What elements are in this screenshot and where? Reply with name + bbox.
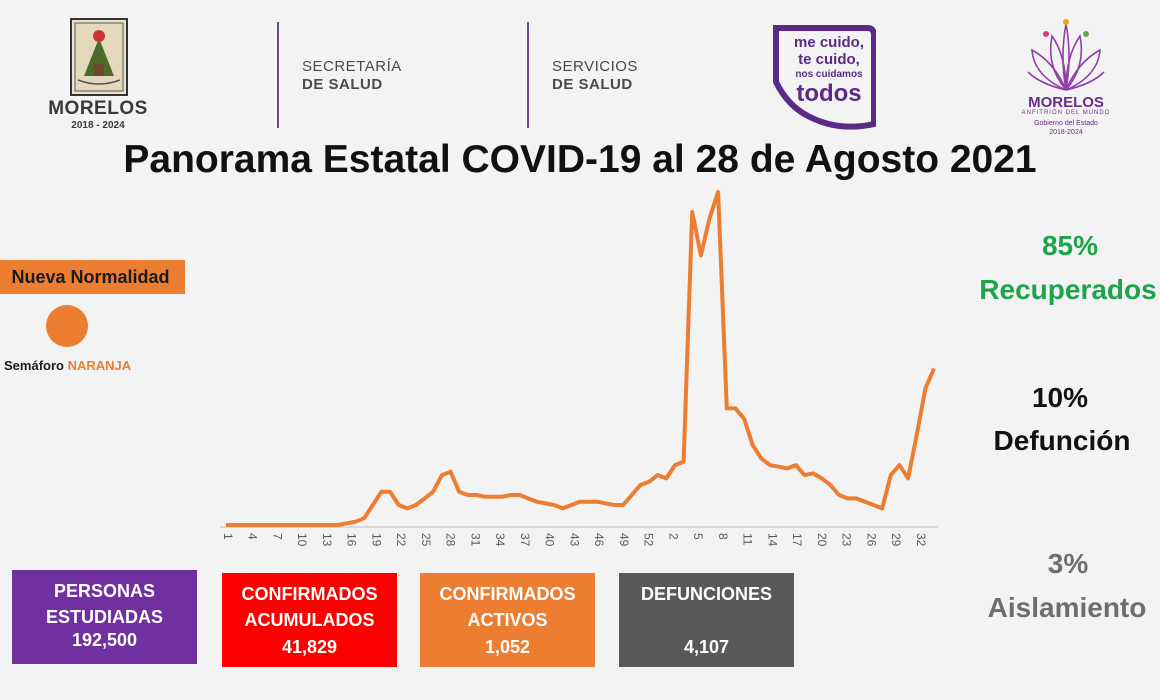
personas-value: 192,500	[71, 630, 138, 650]
x-tick-label: 11	[741, 533, 755, 546]
x-tick-label: 23	[840, 533, 854, 547]
defunciones-card: DEFUNCIONES 4,107	[619, 573, 794, 667]
personas-label2: ESTUDIADAS	[45, 607, 163, 627]
defunciones-value: 4,107	[683, 637, 730, 657]
servicios-salud-logo: SERVICIOS DE SALUD	[552, 58, 638, 94]
lotus-flower-icon	[1027, 19, 1105, 91]
recuperados-label: Recuperados	[979, 274, 1157, 305]
x-tick-label: 1	[221, 533, 235, 540]
x-tick-label: 40	[543, 533, 557, 547]
x-tick-label: 19	[369, 533, 383, 547]
recuperados-pct: 85%	[1041, 230, 1099, 261]
defunciones-label2	[619, 607, 794, 633]
x-tick-label: 2	[666, 533, 680, 540]
x-tick-label: 20	[815, 533, 829, 547]
x-tick-label: 5	[691, 533, 705, 540]
semaforo-text: Semáforo	[4, 358, 64, 373]
government-logo: MORELOS ANFITRIÓN DEL MUNDO Gobierno del…	[1010, 16, 1122, 140]
x-tick-label: 46	[592, 533, 606, 547]
personas-label1: PERSONAS	[53, 581, 156, 601]
servicios-line1: SERVICIOS	[552, 58, 638, 75]
gov-logo-tagline: ANFITRIÓN DEL MUNDO	[1021, 110, 1111, 116]
x-tick-label: 14	[765, 533, 779, 547]
x-tick-label: 29	[889, 533, 903, 547]
secretaria-line2: DE SALUD	[302, 76, 383, 93]
campaign-logo: me cuido, te cuido, nos cuidamos todos	[768, 24, 876, 132]
confirmados-acumulados-card: CONFIRMADOS ACUMULADOS 41,829	[222, 573, 397, 667]
x-tick-label: 32	[914, 533, 928, 547]
state-logo-years: 2018 - 2024	[71, 120, 125, 131]
gov-logo-sub1: Gobierno del Estado	[1034, 120, 1098, 127]
campaign-line3: nos cuidamos	[795, 69, 863, 80]
activos-value: 1,052	[484, 637, 531, 657]
morelos-state-logo: MORELOS 2018 - 2024	[42, 14, 154, 138]
daily-cases-line-chart: 1 4 7 10 13 16 19 22 25 28 31 34 37 40 43 46 49 52 2 5 8 11 14…	[220, 190, 938, 547]
acumulados-label2: ACUMULADOS	[244, 610, 375, 630]
aislamiento-pct: 3%	[1047, 548, 1089, 579]
header-divider	[527, 22, 529, 128]
personas-estudiadas-card: PERSONAS ESTUDIADAS 192,500	[12, 570, 197, 664]
campaign-line4: todos	[796, 80, 862, 107]
campaign-line1: me cuido,	[793, 34, 864, 51]
gov-logo-name: MORELOS	[1028, 94, 1104, 111]
x-tick-label: 16	[345, 533, 359, 547]
semaforo-indicator-icon	[46, 305, 88, 347]
campaign-text: me cuido, te cuido, nos cuidamos todos	[786, 34, 872, 107]
x-tick-label: 43	[567, 533, 581, 547]
campaign-line2: te cuido,	[798, 51, 860, 68]
acumulados-value: 41,829	[281, 637, 338, 657]
gov-logo-sub2: 2018-2024	[1049, 129, 1083, 136]
x-tick-labels: 1 4 7 10 13 16 19 22 25 28 31 34 37 40 43 46 49 52 2 5 8 11 14…	[221, 533, 928, 547]
x-tick-label: 4	[246, 533, 260, 540]
x-tick-label: 10	[295, 533, 309, 547]
x-tick-label: 8	[716, 533, 730, 540]
x-tick-label: 31	[468, 533, 482, 547]
activos-label1: CONFIRMADOS	[439, 584, 576, 604]
cases-series-line	[226, 190, 936, 527]
page-title: Panorama Estatal COVID-19 al 28 de Agost…	[123, 138, 1037, 181]
x-tick-label: 34	[493, 533, 507, 547]
x-tick-label: 26	[864, 533, 878, 547]
acumulados-card-label: CONFIRMADOS ACUMULADOS	[222, 573, 397, 633]
x-tick-label: 25	[419, 533, 433, 547]
defuncion-label: Defunción	[993, 425, 1131, 456]
header-divider	[277, 22, 279, 128]
nueva-normalidad-badge: Nueva Normalidad	[0, 260, 185, 294]
aislamiento-label: Aislamiento	[987, 592, 1147, 623]
activos-card-label: CONFIRMADOS ACTIVOS	[420, 573, 595, 633]
x-tick-label: 13	[320, 533, 334, 547]
defunciones-label1: DEFUNCIONES	[640, 584, 772, 604]
x-tick-label: 28	[444, 533, 458, 547]
x-tick-label: 49	[617, 533, 631, 547]
coat-of-arms-icon	[70, 18, 128, 96]
secretaria-line1: SECRETARÍA	[302, 58, 402, 75]
activos-label2: ACTIVOS	[467, 610, 548, 630]
x-tick-label: 22	[394, 533, 408, 547]
x-tick-label: 52	[642, 533, 656, 547]
x-tick-label: 7	[270, 533, 284, 540]
secretaria-salud-logo: SECRETARÍA DE SALUD	[302, 58, 402, 94]
x-tick-label: 37	[518, 533, 532, 547]
acumulados-label1: CONFIRMADOS	[241, 584, 378, 604]
state-logo-name: MORELOS	[48, 98, 148, 119]
personas-card-label: PERSONAS ESTUDIADAS	[12, 570, 197, 630]
semaforo-color-name: NARANJA	[67, 358, 132, 373]
x-tick-label: 17	[790, 533, 804, 547]
confirmados-activos-card: CONFIRMADOS ACTIVOS 1,052	[420, 573, 595, 667]
defunciones-card-label: DEFUNCIONES	[619, 573, 794, 633]
semaforo-label: Semáforo NARANJA	[4, 358, 131, 373]
campaign-frame-icon	[773, 25, 876, 130]
defuncion-pct: 10%	[1031, 382, 1089, 413]
servicios-line2: DE SALUD	[552, 76, 633, 93]
